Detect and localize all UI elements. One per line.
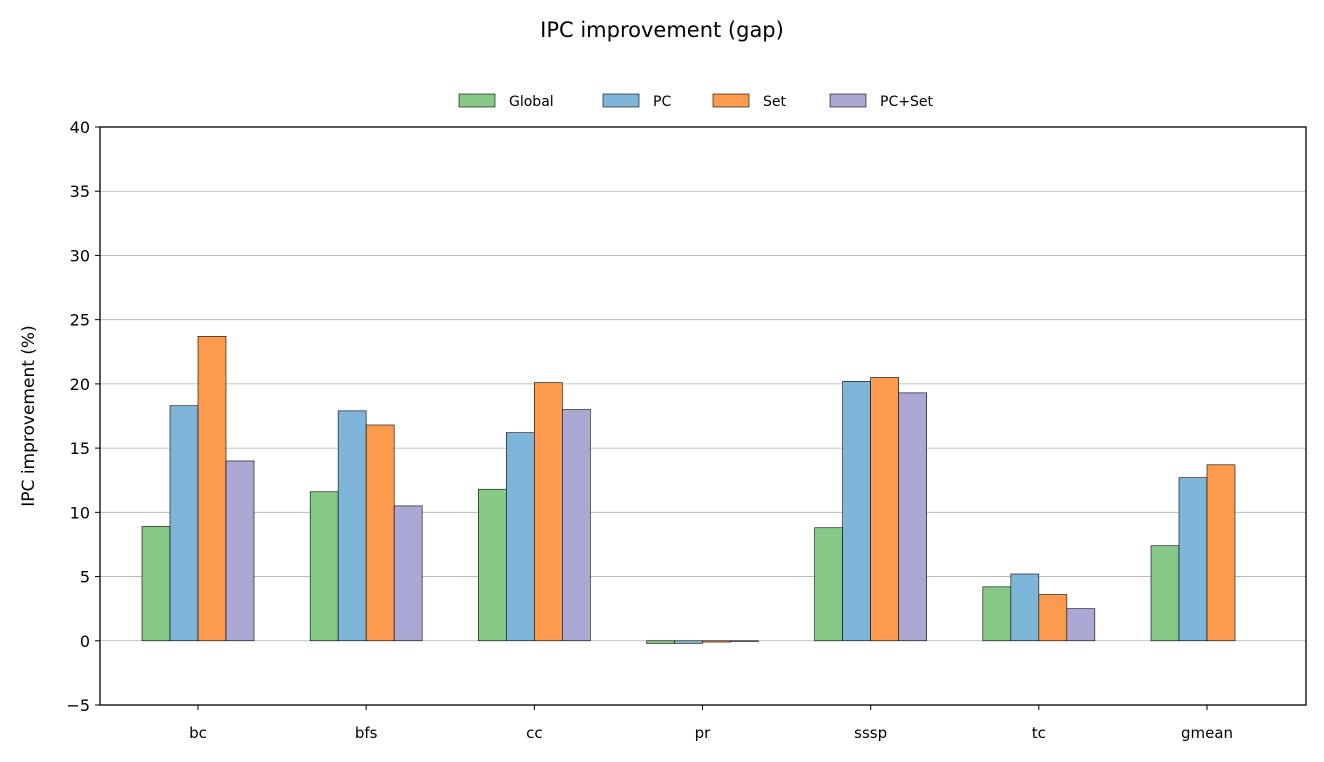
y-tick-label: 35	[70, 182, 90, 201]
legend-label: PC+Set	[880, 94, 933, 110]
bar-tc-set	[1038, 594, 1068, 642]
bar-bfs-pc-set	[393, 505, 423, 642]
bar-bc-global	[141, 526, 171, 642]
y-tick-label: 30	[70, 246, 90, 265]
x-tick-label: bc	[189, 724, 207, 742]
bar-pr-set	[702, 640, 731, 643]
bar-tc-pc	[1010, 573, 1040, 642]
bar-pr-global	[646, 640, 675, 644]
bar-bc-set	[197, 336, 227, 642]
bar-cc-set	[534, 382, 563, 642]
bar-cc-pc-set	[562, 409, 591, 642]
legend-label: Set	[763, 94, 787, 110]
bar-bc-pc	[169, 405, 199, 642]
y-tick-label: 5	[80, 568, 90, 587]
x-tick-label: bfs	[355, 724, 378, 742]
y-tick-label: 20	[70, 375, 90, 394]
y-tick-label: 10	[70, 503, 90, 522]
legend-swatch	[458, 93, 496, 108]
legend-label: Global	[509, 94, 554, 110]
bar-sssp-set	[870, 377, 899, 642]
bar-gmean-global	[1150, 545, 1180, 642]
bar-sssp-pc-set	[898, 392, 927, 642]
legend-item-pc-set: PC+Set	[829, 93, 933, 110]
bar-bfs-pc	[337, 410, 367, 642]
y-tick-label: 0	[80, 632, 90, 651]
bar-pr-pc-set	[730, 640, 759, 642]
legend-swatch	[602, 93, 640, 108]
bar-bc-pc-set	[225, 460, 255, 642]
legend-item-global: Global	[458, 93, 554, 110]
bar-sssp-pc	[842, 381, 871, 642]
x-tick-label: gmean	[1181, 724, 1233, 742]
x-axis-ticks: bc bfs cc pr sssp tc gmean	[189, 705, 1233, 742]
y-tick-label: −5	[66, 696, 90, 715]
x-tick-label: cc	[526, 724, 543, 742]
bar-tc-global	[982, 586, 1012, 642]
y-tick-label: 15	[70, 439, 90, 458]
y-axis-ticks: −5 0 5 10 15 20 25 30 35 40	[66, 118, 100, 715]
y-axis-label: IPC improvement (%)	[19, 325, 39, 506]
gridlines	[100, 190, 1306, 642]
bar-sssp-global	[814, 527, 843, 642]
legend-swatch	[829, 93, 867, 108]
legend-item-pc: PC	[602, 93, 671, 110]
y-tick-label: 40	[70, 118, 90, 137]
x-tick-label: sssp	[854, 724, 887, 742]
legend-label: PC	[653, 94, 671, 110]
bar-bfs-global	[309, 491, 339, 642]
legend-item-set: Set	[712, 93, 787, 110]
y-tick-label: 25	[70, 311, 90, 330]
bar-tc-pc-set	[1066, 608, 1096, 642]
x-tick-label: tc	[1032, 724, 1046, 742]
plot-frame	[99, 126, 1307, 706]
bar-pr-pc	[674, 640, 703, 644]
x-tick-label: pr	[695, 724, 712, 742]
bar-cc-pc	[506, 432, 535, 642]
bar-bfs-set	[365, 424, 395, 642]
bar-gmean-set	[1206, 464, 1236, 642]
bar-gmean-pc	[1178, 477, 1208, 642]
bars	[141, 336, 1236, 644]
legend: Global PC Set PC+Set	[458, 93, 933, 110]
chart-title: IPC improvement (gap)	[540, 18, 784, 42]
legend-swatch	[712, 93, 750, 108]
bar-cc-global	[478, 488, 507, 642]
